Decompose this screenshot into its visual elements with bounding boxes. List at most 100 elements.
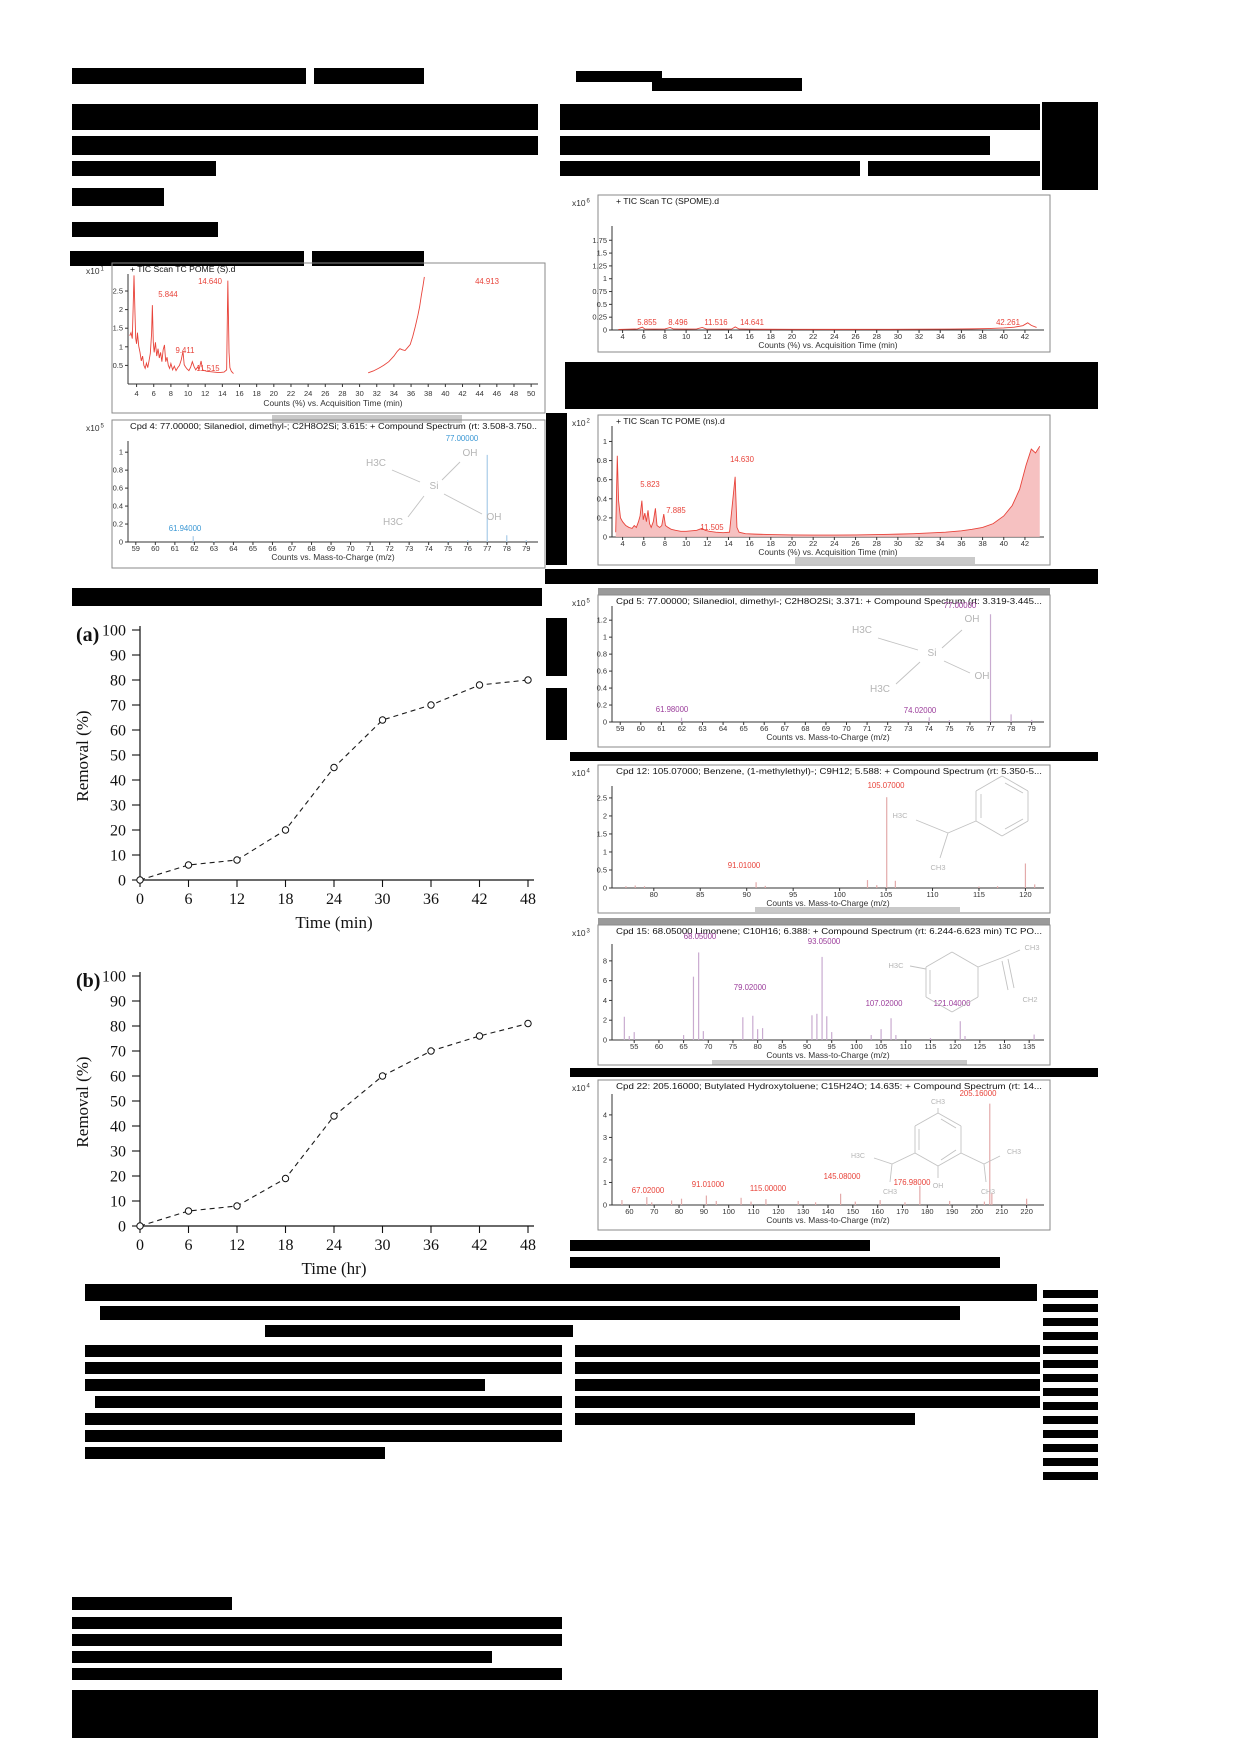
x-tick-label: 135 bbox=[1023, 1042, 1036, 1051]
x-tick-label: 67 bbox=[781, 724, 789, 733]
redaction-bar bbox=[72, 1668, 562, 1680]
x-tick-label: 6 bbox=[642, 332, 646, 341]
peak-label: 79.02000 bbox=[734, 983, 767, 992]
chart-title: + TIC Scan TC POME (ns).d bbox=[616, 416, 725, 426]
removal-plot-a: (a) Removal (%) 0 10 20 30 40 50 60 70 80 90 100 0 6 12… bbox=[73, 623, 536, 933]
chromatogram-trace bbox=[618, 322, 1037, 330]
x-tick-label: 130 bbox=[797, 1207, 810, 1216]
x-tick-label: 42 bbox=[472, 891, 488, 908]
x-tick-label: 65 bbox=[739, 724, 747, 733]
cpd5-silanediol-spectrum: Cpd 5: 77.00000; Silanediol, dimethyl-; … bbox=[572, 594, 1051, 748]
y-tick-label: 80 bbox=[110, 1019, 126, 1036]
x-tick-label: 14 bbox=[724, 539, 732, 548]
x-tick-label: 190 bbox=[946, 1207, 959, 1216]
x-tick-label: 70 bbox=[650, 1207, 658, 1216]
molecule-atom-label: H3C bbox=[870, 684, 890, 695]
x-tick-label: 38 bbox=[424, 389, 432, 398]
redaction-bar bbox=[72, 104, 538, 130]
y-tick-label: 50 bbox=[110, 1094, 126, 1111]
panel-border bbox=[597, 764, 1051, 914]
x-tick-label: 4 bbox=[621, 332, 625, 341]
x-tick-label: 65 bbox=[679, 1042, 687, 1051]
y-tick-label: 20 bbox=[110, 1169, 126, 1186]
peak-label: 61.94000 bbox=[169, 524, 202, 533]
redaction-bar bbox=[1043, 1332, 1098, 1340]
x-axis-caption: Counts vs. Mass-to-Charge (m/z) bbox=[766, 1050, 890, 1060]
y-tick-label: 1.5 bbox=[113, 324, 123, 333]
x-tick-label: 77 bbox=[986, 724, 994, 733]
x-tick-label: 10 bbox=[184, 389, 192, 398]
peak-label: 14.630 bbox=[730, 455, 755, 464]
peak-label: 8.496 bbox=[668, 318, 688, 327]
cpd15-limonene-spectrum: Cpd 15: 68.05000 Limonene; C10H16; 6.388… bbox=[572, 924, 1051, 1066]
redaction-bar bbox=[72, 1651, 492, 1663]
x-tick-label: 210 bbox=[996, 1207, 1009, 1216]
x-tick-label: 60 bbox=[151, 544, 159, 553]
redaction-bar bbox=[1043, 1458, 1098, 1466]
redaction-bar bbox=[598, 918, 1050, 925]
y-tick-label: 90 bbox=[110, 994, 126, 1011]
redaction-bar bbox=[546, 618, 567, 676]
x-tick-label: 115 bbox=[924, 1042, 936, 1051]
x-tick-label: 24 bbox=[830, 332, 838, 341]
x-tick-label: 65 bbox=[249, 544, 257, 553]
redaction-bar bbox=[868, 161, 1040, 176]
x-tick-label: 18 bbox=[252, 389, 260, 398]
y-axis-unit: x106 bbox=[572, 198, 591, 208]
x-tick-label: 71 bbox=[366, 544, 374, 553]
redaction-bar bbox=[1042, 102, 1098, 190]
molecule-atom-label: CH3 bbox=[1024, 943, 1039, 952]
redaction-bar bbox=[575, 1396, 1040, 1408]
x-tick-label: 30 bbox=[894, 332, 902, 341]
peak-label: 5.844 bbox=[158, 290, 178, 299]
redaction-bar bbox=[1043, 1430, 1098, 1438]
data-point-marker bbox=[378, 716, 387, 724]
y-tick-label: 1 bbox=[603, 437, 607, 446]
x-tick-label: 32 bbox=[915, 539, 923, 548]
data-point-marker bbox=[475, 681, 484, 689]
x-tick-label: 120 bbox=[772, 1207, 785, 1216]
panel-border bbox=[597, 594, 1051, 748]
y-axis-unit: x105 bbox=[86, 423, 105, 433]
x-tick-label: 50 bbox=[527, 389, 535, 398]
y-tick-label: 1.25 bbox=[592, 261, 607, 270]
y-tick-label: 1.5 bbox=[597, 249, 607, 258]
x-tick-label: 120 bbox=[1019, 890, 1032, 899]
y-tick-label: 100 bbox=[102, 969, 126, 986]
x-tick-label: 28 bbox=[873, 539, 881, 548]
data-point-marker bbox=[233, 1202, 241, 1210]
x-tick-label: 46 bbox=[493, 389, 501, 398]
x-tick-label: 48 bbox=[520, 1237, 536, 1254]
data-point-marker bbox=[330, 763, 338, 772]
x-tick-label: 0 bbox=[136, 891, 144, 908]
y-tick-label: 2 bbox=[603, 1155, 607, 1164]
redaction-bar bbox=[95, 1396, 562, 1408]
x-tick-label: 8 bbox=[663, 332, 667, 341]
molecule-atom-label: Si bbox=[928, 648, 937, 659]
x-tick-label: 24 bbox=[830, 539, 838, 548]
x-tick-label: 4 bbox=[134, 389, 138, 398]
molecule-atom-label: CH3 bbox=[930, 863, 945, 872]
x-tick-label: 64 bbox=[719, 724, 727, 733]
x-tick-label: 75 bbox=[729, 1042, 737, 1051]
data-point-marker bbox=[524, 1019, 532, 1028]
x-tick-label: 68 bbox=[307, 544, 315, 553]
molecule-atom-label: H3C bbox=[892, 811, 908, 820]
redaction-bar bbox=[1043, 1318, 1098, 1326]
y-axis-unit: x103 bbox=[572, 928, 591, 938]
x-tick-label: 115 bbox=[973, 890, 985, 899]
x-tick-label: 78 bbox=[503, 544, 511, 553]
x-tick-label: 59 bbox=[132, 544, 140, 553]
x-tick-label: 36 bbox=[957, 539, 965, 548]
x-tick-label: 220 bbox=[1020, 1207, 1033, 1216]
y-tick-label: 0 bbox=[603, 884, 607, 893]
x-tick-label: 120 bbox=[949, 1042, 962, 1051]
x-tick-label: 61 bbox=[171, 544, 179, 553]
cpd22-butylated-hydroxytoluene-spectrum: Cpd 22: 205.16000; Butylated Hydroxytolu… bbox=[572, 1079, 1051, 1231]
redaction-bar bbox=[560, 136, 990, 155]
y-tick-label: 100 bbox=[102, 623, 126, 640]
x-tick-label: 72 bbox=[385, 544, 393, 553]
redaction-bar bbox=[560, 161, 860, 176]
molecule-atom-label: H3C bbox=[366, 458, 386, 469]
redaction-strip bbox=[755, 907, 960, 912]
